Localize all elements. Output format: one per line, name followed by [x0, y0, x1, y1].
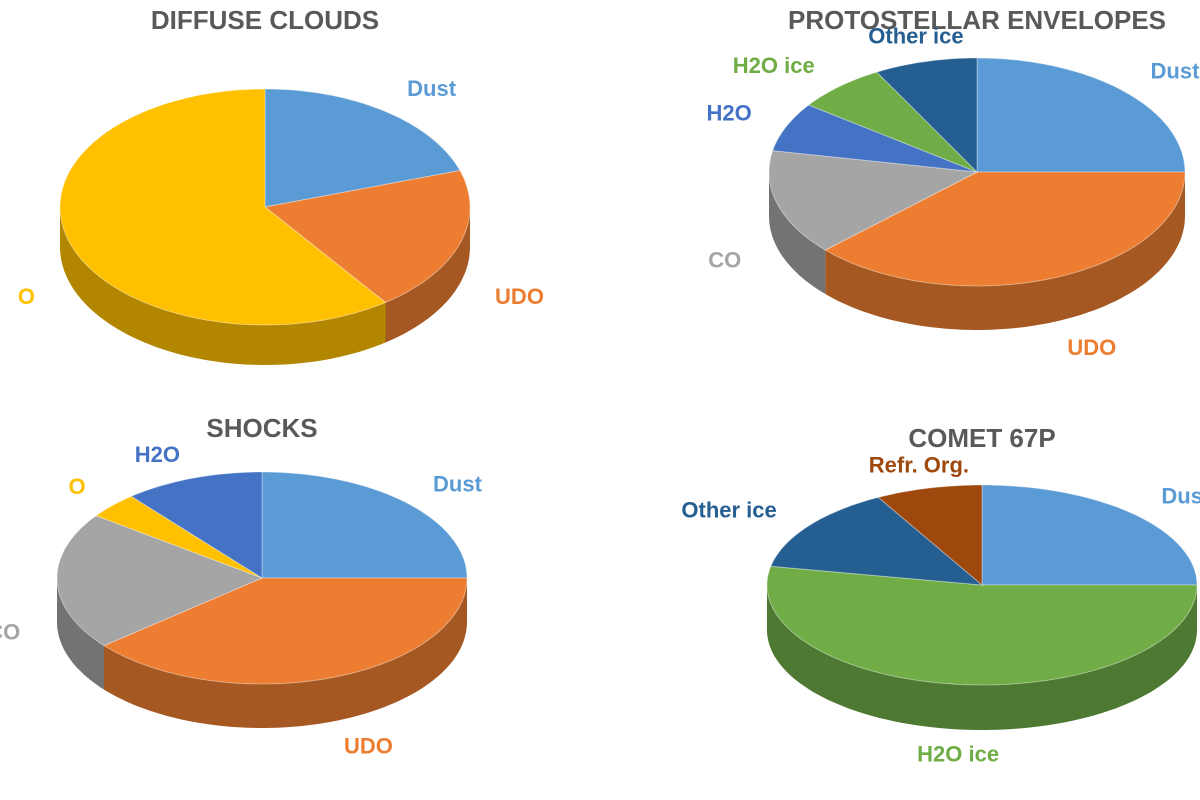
slice-label: UDO — [344, 733, 393, 758]
chart-title: SHOCKS — [206, 413, 317, 443]
pie-slice — [770, 496, 984, 586]
pie-slice-side — [57, 578, 104, 690]
slice-label: Other ice — [681, 497, 776, 522]
slice-label: Dust — [433, 471, 483, 496]
pie-slice — [807, 71, 978, 173]
slice-label: UDO — [495, 284, 544, 309]
slice-label: H2O ice — [733, 53, 815, 78]
pie-slice — [264, 88, 461, 208]
slice-label: CO — [0, 620, 20, 645]
slice-label: H2O — [135, 442, 180, 467]
pie-slice — [56, 515, 264, 647]
slice-label: O — [69, 474, 86, 499]
pie-slice-side — [104, 578, 467, 728]
pie-slice-side — [769, 172, 826, 294]
pie-slice-side — [60, 207, 386, 365]
chart-title: DIFFUSE CLOUDS — [151, 5, 379, 35]
pie-slice — [772, 104, 978, 173]
slice-label: Dust — [407, 76, 457, 101]
slice-label: Dust — [1161, 483, 1200, 508]
pie-slice-side — [385, 207, 470, 343]
pie-slice-side — [825, 172, 1185, 330]
slice-label: CO — [708, 247, 741, 272]
pie-slice — [102, 577, 468, 685]
pie-slice — [263, 169, 471, 304]
pie-slice — [824, 171, 1186, 287]
pie-slice — [976, 57, 1186, 173]
slice-label: Refr. Org. — [869, 453, 969, 478]
pie-slice — [981, 484, 1198, 586]
pie-slice — [768, 150, 979, 251]
chart-title: PROTOSTELLAR ENVELOPES — [788, 5, 1166, 35]
pie-slice — [95, 495, 263, 579]
pie-slice — [59, 88, 387, 326]
chart-title: COMET 67P — [908, 423, 1055, 453]
pie-slice-side — [767, 585, 1197, 730]
slice-label: Dust — [1151, 59, 1200, 84]
pie-slice — [261, 471, 468, 579]
slice-label: UDO — [1067, 335, 1116, 360]
slice-label: O — [18, 284, 35, 309]
slice-label: H2O ice — [917, 741, 999, 766]
slice-label: H2O — [706, 100, 751, 125]
slice-label: Other ice — [868, 24, 963, 49]
pie-slice — [875, 57, 978, 174]
pie-slice — [877, 484, 983, 587]
pie-slice — [130, 471, 263, 579]
pie-slice — [766, 565, 1198, 686]
